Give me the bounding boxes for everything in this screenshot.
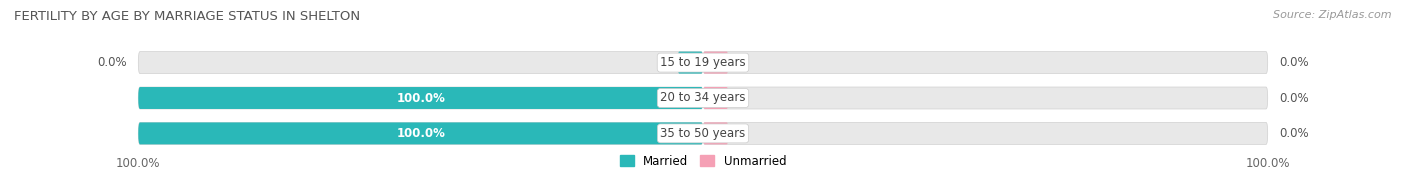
FancyBboxPatch shape: [678, 52, 703, 74]
Text: FERTILITY BY AGE BY MARRIAGE STATUS IN SHELTON: FERTILITY BY AGE BY MARRIAGE STATUS IN S…: [14, 10, 360, 23]
Legend: Married, Unmarried: Married, Unmarried: [616, 151, 790, 171]
Text: 0.0%: 0.0%: [1279, 127, 1309, 140]
Text: 0.0%: 0.0%: [97, 56, 127, 69]
Text: Source: ZipAtlas.com: Source: ZipAtlas.com: [1274, 10, 1392, 20]
Text: 0.0%: 0.0%: [1279, 92, 1309, 104]
FancyBboxPatch shape: [138, 87, 703, 109]
FancyBboxPatch shape: [703, 52, 728, 74]
FancyBboxPatch shape: [703, 87, 728, 109]
Text: 20 to 34 years: 20 to 34 years: [661, 92, 745, 104]
FancyBboxPatch shape: [703, 52, 1268, 74]
Text: 35 to 50 years: 35 to 50 years: [661, 127, 745, 140]
FancyBboxPatch shape: [703, 122, 728, 144]
Text: 100.0%: 100.0%: [396, 127, 446, 140]
Text: 0.0%: 0.0%: [1279, 56, 1309, 69]
FancyBboxPatch shape: [703, 87, 1268, 109]
FancyBboxPatch shape: [138, 122, 703, 144]
FancyBboxPatch shape: [138, 122, 703, 144]
Text: 15 to 19 years: 15 to 19 years: [661, 56, 745, 69]
FancyBboxPatch shape: [138, 52, 703, 74]
Text: 100.0%: 100.0%: [396, 92, 446, 104]
FancyBboxPatch shape: [703, 122, 1268, 144]
FancyBboxPatch shape: [138, 87, 703, 109]
